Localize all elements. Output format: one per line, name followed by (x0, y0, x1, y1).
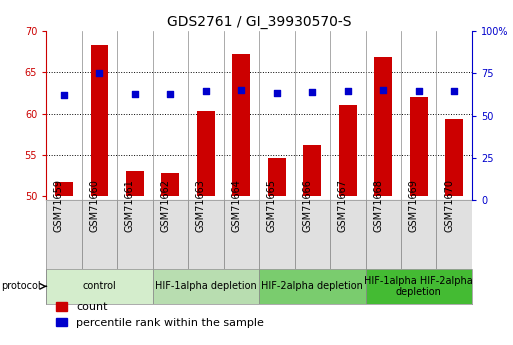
Bar (410, 97, 428, 196)
Text: protocol: protocol (2, 282, 41, 291)
Bar (339, 105, 357, 196)
Bar (90, 45, 108, 196)
Bar (153, 200, 188, 269)
Point (202, 88, 210, 94)
Text: GSM71665: GSM71665 (267, 179, 277, 232)
Text: GSM71661: GSM71661 (125, 179, 135, 232)
Bar (153, 269, 259, 304)
Point (95, 70, 104, 76)
Bar (401, 200, 437, 269)
Bar (117, 200, 153, 269)
Point (308, 89, 317, 95)
Bar (46, 200, 82, 269)
Bar (259, 269, 365, 304)
Point (131, 91, 139, 97)
Bar (365, 269, 472, 304)
Point (60, 92, 68, 98)
Bar (445, 119, 463, 196)
Text: GSM71660: GSM71660 (89, 179, 100, 232)
Bar (46, 269, 153, 304)
Text: GSM71667: GSM71667 (338, 179, 348, 232)
Bar (259, 200, 294, 269)
Text: GSM71666: GSM71666 (302, 179, 312, 232)
Text: HIF-2alpha depletion: HIF-2alpha depletion (261, 282, 363, 291)
Point (415, 88, 423, 93)
Point (166, 91, 174, 97)
Bar (188, 200, 224, 269)
Bar (294, 200, 330, 269)
Text: GSM71668: GSM71668 (373, 179, 383, 232)
Bar (232, 54, 250, 196)
Legend: count, percentile rank within the sample: count, percentile rank within the sample (52, 298, 268, 333)
Text: GSM71663: GSM71663 (196, 179, 206, 232)
Text: GSM71669: GSM71669 (409, 179, 419, 232)
Text: HIF-1alpha depletion: HIF-1alpha depletion (155, 282, 256, 291)
Bar (330, 200, 365, 269)
Bar (374, 57, 392, 196)
Bar (162, 173, 179, 196)
Bar (197, 111, 215, 196)
Text: HIF-1alpha HIF-2alpha
depletion: HIF-1alpha HIF-2alpha depletion (364, 276, 473, 297)
Bar (303, 145, 321, 196)
Point (379, 87, 387, 93)
Bar (55, 182, 73, 196)
Bar (268, 158, 286, 196)
Title: GDS2761 / GI_39930570-S: GDS2761 / GI_39930570-S (167, 14, 351, 29)
Bar (437, 200, 472, 269)
Point (450, 88, 458, 94)
Bar (365, 200, 401, 269)
Text: GSM71662: GSM71662 (161, 179, 170, 232)
Text: control: control (83, 282, 116, 291)
Text: GSM71664: GSM71664 (231, 179, 241, 232)
Point (344, 88, 352, 93)
Bar (82, 200, 117, 269)
Text: GSM71670: GSM71670 (444, 179, 454, 232)
Point (273, 90, 281, 95)
Bar (126, 171, 144, 196)
Text: GSM71659: GSM71659 (54, 179, 64, 232)
Bar (224, 200, 259, 269)
Point (237, 87, 245, 93)
